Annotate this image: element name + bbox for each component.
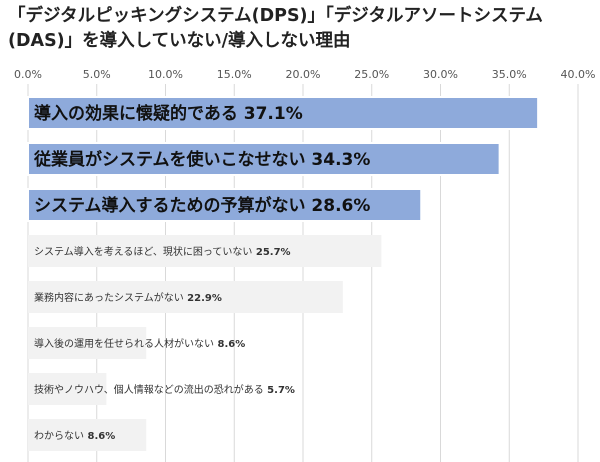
x-tick-label: 30.0% — [423, 68, 458, 81]
bar-value-label: 22.9% — [184, 293, 222, 304]
bar-value-label: 8.6% — [84, 431, 115, 442]
bar-label: システム導入を考えるほど、現状に困っていない 25.7% — [34, 245, 291, 258]
x-tick-label: 10.0% — [148, 68, 183, 81]
bar-value-label: 25.7% — [252, 247, 290, 258]
bar-value-label: 5.7% — [264, 385, 295, 396]
bar-category-label: 従業員がシステムを使いこなせない — [33, 149, 306, 170]
bar — [27, 96, 540, 130]
bar-category-label: 業務内容にあったシステムがない — [34, 291, 184, 304]
bar-value-label: 8.6% — [214, 339, 245, 350]
bar-label: わからない 8.6% — [34, 430, 115, 442]
x-tick-label: 20.0% — [286, 68, 321, 81]
bar — [27, 142, 501, 176]
bar-category-label: 導入後の運用を任せられる人材がいない — [34, 337, 214, 350]
bar-value-label: 34.3% — [306, 150, 371, 170]
x-tick-label: 15.0% — [217, 68, 252, 81]
bar-category-label: システム導入するための予算がない — [34, 195, 306, 216]
bars — [27, 96, 540, 451]
bar — [28, 419, 147, 451]
bar — [28, 327, 147, 359]
bar-value-label: 37.1% — [238, 104, 303, 124]
x-tick-label: 5.0% — [83, 68, 111, 81]
gridlines — [27, 84, 579, 462]
bar-label: 導入後の運用を任せられる人材がいない 8.6% — [34, 337, 245, 350]
bar-label: 業務内容にあったシステムがない 22.9% — [34, 291, 222, 304]
bar-value-label: 28.6% — [306, 196, 371, 216]
x-tick-label: 25.0% — [354, 68, 389, 81]
bar-category-label: わからない — [34, 430, 84, 442]
x-axis-ticks: 0.0% 5.0% 10.0% 15.0% 20.0% 25.0% 30.0% 35.0% 40… — [14, 68, 595, 81]
bar — [28, 373, 107, 405]
x-tick-label: 40.0% — [561, 68, 596, 81]
x-tick-label: 35.0% — [492, 68, 527, 81]
bar — [28, 235, 382, 267]
bar — [28, 281, 343, 313]
bar-label: 従業員がシステムを使いこなせない 34.3% — [33, 149, 370, 170]
bar-label: システム導入するための予算がない 28.6% — [34, 195, 370, 216]
bar-category-label: 技術やノウハウ、個人情報などの流出の恐れがある — [34, 383, 264, 396]
x-tick-label: 0.0% — [14, 68, 42, 81]
bar-labels: 導入の効果に懐疑的である 37.1% 従業員がシステムを使いこなせない 34.3%… — [33, 103, 370, 442]
chart-title: 「デジタルピッキングシステム(DPS)」「デジタルアソートシステム(DAS)」を… — [8, 6, 543, 51]
bar-category-label: システム導入を考えるほど、現状に困っていない — [34, 245, 252, 258]
bar — [27, 188, 423, 222]
bar-label: 技術やノウハウ、個人情報などの流出の恐れがある 5.7% — [34, 383, 295, 396]
bar-label: 導入の効果に懐疑的である 37.1% — [34, 103, 303, 124]
bar-category-label: 導入の効果に懐疑的である — [34, 103, 238, 124]
